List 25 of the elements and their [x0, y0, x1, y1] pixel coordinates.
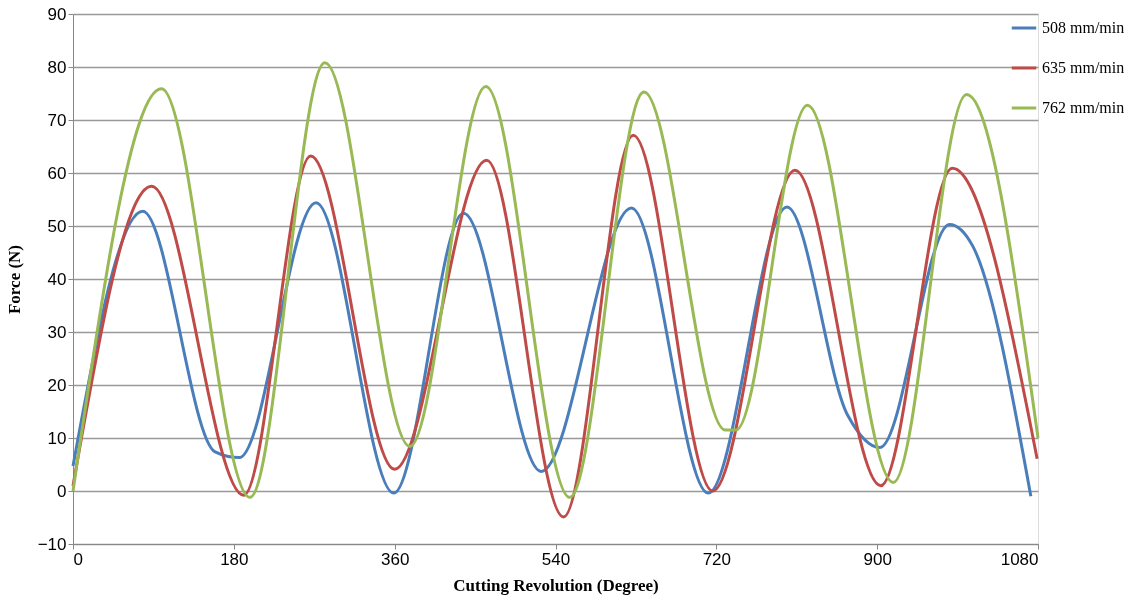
- x-tick-label: 180: [220, 549, 249, 569]
- y-tick-label: 50: [47, 216, 67, 236]
- x-tick-label: 540: [541, 549, 571, 569]
- legend-label: 635 mm/min: [1042, 59, 1125, 76]
- line-series: [71, 133, 1039, 519]
- legend-label: 762 mm/min: [1042, 99, 1125, 116]
- x-tick-label: 0: [73, 549, 83, 569]
- y-tick-label: −10: [37, 534, 67, 554]
- y-axis-title: Force (N): [4, 244, 24, 315]
- y-tick-label: 60: [47, 163, 67, 183]
- y-tick-label: 80: [47, 57, 67, 77]
- line-series: [71, 61, 1040, 499]
- y-tick-label: 0: [57, 481, 67, 501]
- y-tick-label: 40: [47, 269, 67, 289]
- x-tick-label: 360: [380, 549, 410, 569]
- y-tick-label: 10: [47, 428, 67, 448]
- y-tick-label: 90: [47, 4, 67, 24]
- x-tick-label: 900: [863, 549, 892, 569]
- y-tick-label: 70: [47, 110, 67, 130]
- y-tick-label: 30: [47, 322, 67, 342]
- x-tick-label: 1080: [1000, 549, 1039, 569]
- y-tick-label: 20: [47, 375, 67, 395]
- x-axis-title: Cutting Revolution (Degree): [453, 575, 659, 595]
- x-tick-label: 720: [702, 549, 732, 569]
- legend-label: 508 mm/min: [1042, 19, 1125, 36]
